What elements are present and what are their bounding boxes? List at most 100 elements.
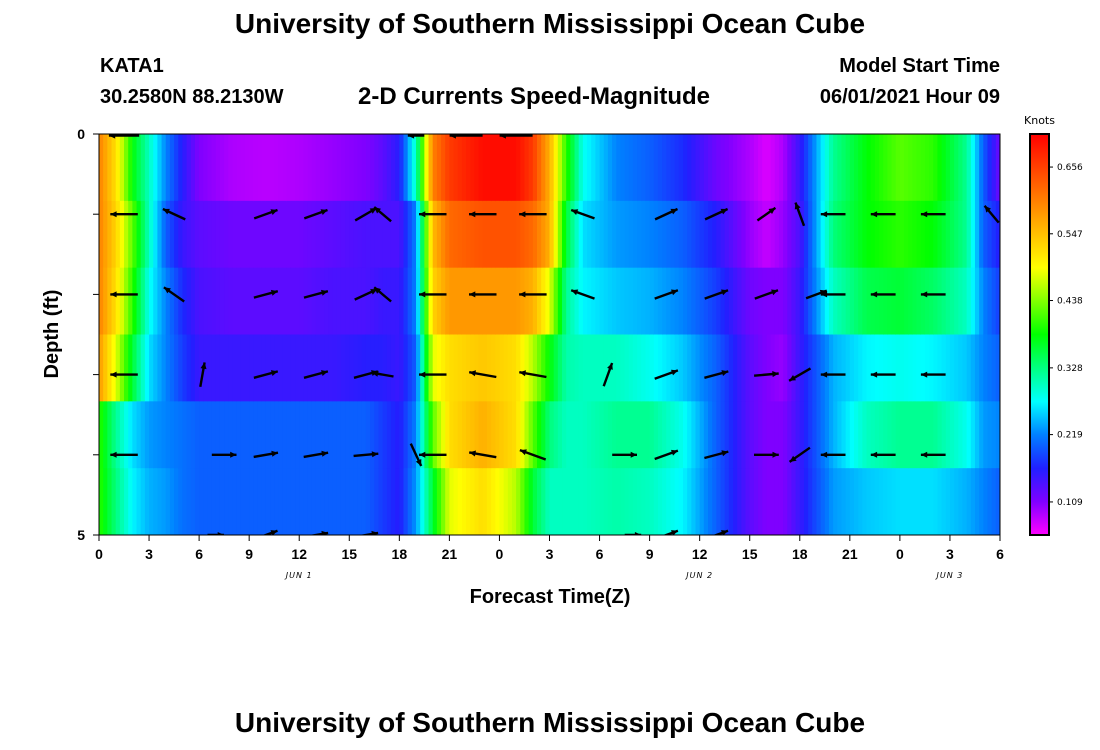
heat-cell <box>286 334 292 402</box>
heat-cell <box>261 468 267 535</box>
heat-cell <box>783 468 788 535</box>
heat-cell <box>870 401 876 469</box>
heat-cell <box>670 200 676 269</box>
heat-cell <box>457 334 463 402</box>
heat-cell <box>253 468 259 535</box>
heat-cell <box>211 468 217 535</box>
arrow-head <box>110 211 117 218</box>
heat-cell <box>207 134 213 202</box>
heat-cell <box>282 267 288 336</box>
heat-cell <box>624 401 630 469</box>
heat-cell <box>983 401 989 469</box>
heat-cell <box>257 468 263 535</box>
heat-cell <box>516 334 521 402</box>
arrow-head <box>321 289 328 296</box>
heat-cell <box>966 267 972 336</box>
heat-cell <box>290 267 296 336</box>
heat-cell <box>549 200 555 269</box>
current-arrow <box>303 450 329 459</box>
arrow-head <box>789 455 797 462</box>
heat-cell <box>837 267 843 336</box>
heat-cell <box>970 134 976 202</box>
heat-cell <box>570 134 576 202</box>
heat-cell <box>716 334 722 402</box>
heat-cell <box>370 468 375 535</box>
heat-cell <box>336 134 342 202</box>
heat-cell <box>149 468 154 535</box>
heat-cell <box>816 468 822 535</box>
heat-cell <box>778 134 784 202</box>
arrow-head <box>519 370 526 377</box>
heat-cell <box>303 200 309 269</box>
heat-cell <box>687 134 692 202</box>
heat-cell <box>762 334 768 402</box>
heat-cell <box>678 200 684 269</box>
heat-cell <box>390 267 396 336</box>
heat-cell <box>958 134 964 202</box>
heat-cell <box>261 267 267 336</box>
current-arrow <box>519 448 547 461</box>
heat-cell <box>428 267 434 336</box>
heat-cell <box>983 468 989 535</box>
heat-cell <box>545 468 551 535</box>
heat-cell <box>795 401 801 469</box>
heat-cell <box>403 334 409 402</box>
current-arrow <box>199 362 207 388</box>
heat-cell <box>553 267 559 336</box>
heat-cell <box>824 267 830 336</box>
heat-cell <box>215 334 221 402</box>
heat-cell <box>879 468 884 535</box>
heat-cell <box>791 468 797 535</box>
heat-cell <box>474 267 480 336</box>
heat-cell <box>666 468 672 535</box>
heat-cell <box>536 267 542 336</box>
heat-cell <box>349 200 355 269</box>
heat-cell <box>111 401 117 469</box>
heat-cell <box>320 468 325 535</box>
heat-cell <box>103 134 108 202</box>
heat-cell <box>753 468 759 535</box>
heat-cell <box>549 134 555 202</box>
heat-cell <box>778 200 784 269</box>
heat-cell <box>808 267 813 336</box>
heat-cell <box>841 334 847 402</box>
arrow-head <box>374 207 381 214</box>
heat-cell <box>274 468 279 535</box>
heat-cell <box>920 200 926 269</box>
arrow-head <box>670 208 678 215</box>
heat-cell <box>299 468 304 535</box>
current-arrow <box>983 205 1000 224</box>
heat-cell <box>870 468 876 535</box>
heat-cell <box>895 468 901 535</box>
current-arrow <box>870 291 896 298</box>
heat-cell <box>883 468 888 535</box>
x-tick-label: 21 <box>842 546 858 562</box>
heat-cell <box>687 200 692 269</box>
heat-cell <box>703 267 709 336</box>
heat-cell <box>215 401 221 469</box>
heat-cell <box>278 468 284 535</box>
x-tick-label: 21 <box>442 546 458 562</box>
heat-cell <box>591 468 596 535</box>
heat-cell <box>332 134 338 202</box>
model-start-label: Model Start Time <box>839 55 1000 77</box>
heat-cell <box>520 134 526 202</box>
heat-cell <box>503 134 509 202</box>
heat-cell <box>549 334 555 402</box>
heat-cell <box>520 267 526 336</box>
arrow-head <box>721 289 728 296</box>
heat-cell <box>320 200 325 269</box>
heat-cell <box>161 200 167 269</box>
current-arrow <box>870 451 896 458</box>
heat-cell <box>253 267 259 336</box>
heat-cell <box>290 334 296 402</box>
heat-cell <box>449 334 455 402</box>
heat-cell <box>132 334 138 402</box>
heat-cell <box>140 200 146 269</box>
heat-cell <box>632 468 638 535</box>
heat-cell <box>124 334 129 402</box>
heat-cell <box>574 267 580 336</box>
heat-cell <box>612 401 617 469</box>
heat-cell <box>674 267 680 336</box>
heat-cell <box>119 468 125 535</box>
